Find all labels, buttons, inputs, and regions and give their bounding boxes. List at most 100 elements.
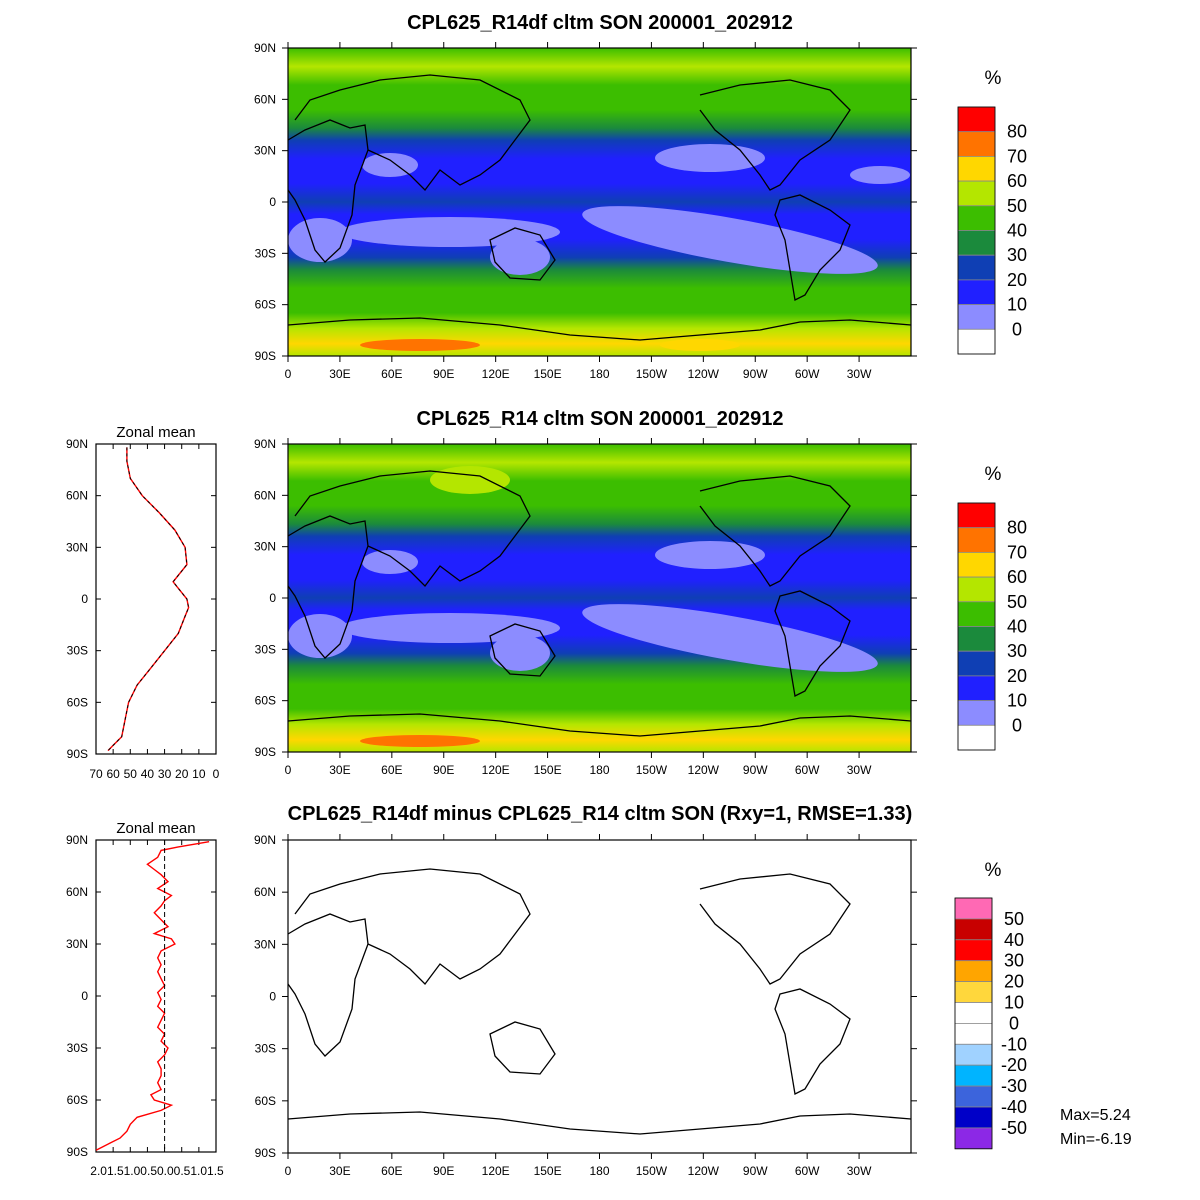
top-lon-label-3: 90E bbox=[433, 367, 454, 381]
bottom-cb-box-4 bbox=[954, 981, 993, 1003]
middle-zonal-lat-label-0: 90N bbox=[66, 437, 88, 451]
bottom-lon-label-2: 60E bbox=[381, 1164, 402, 1178]
bottom-lat-label-0: 90N bbox=[254, 833, 276, 847]
middle-zonal-lat-label-2: 30N bbox=[66, 540, 88, 554]
top-cb-label-7: 10 bbox=[1007, 295, 1027, 315]
middle-lat-label-4: 30S bbox=[255, 642, 276, 656]
top-cb-label-6: 20 bbox=[1007, 270, 1027, 290]
top-cb-box-4 bbox=[957, 205, 996, 231]
middle-zonal-lat-label-3: 0 bbox=[81, 592, 88, 606]
middle-zonal-title: Zonal mean bbox=[116, 424, 195, 441]
top-lat-label-4: 30S bbox=[255, 246, 276, 260]
middle-colorbar: 80 70 60 50 40 30 20 10 0 bbox=[957, 502, 1027, 751]
middle-zonal-x-label-1: 60 bbox=[106, 767, 120, 781]
top-patch-4 bbox=[655, 144, 765, 172]
bottom-lat-label-2: 30N bbox=[254, 937, 276, 951]
top-lon-label-7: 150W bbox=[636, 367, 668, 381]
top-patch-9 bbox=[660, 339, 740, 351]
middle-cb-box-8 bbox=[957, 700, 996, 726]
top-cb-label-3: 50 bbox=[1007, 196, 1027, 216]
top-ticks: 0 30E 60E 90E 120E 150E 180 150W 120W 90W 60W 30W 90… bbox=[254, 41, 917, 381]
bottom-zonal-xticks: 2.01.51.00.50.00.51.01.5 bbox=[90, 1164, 224, 1178]
bottom-cb-box-10 bbox=[954, 1106, 993, 1129]
bottom-cb-box-2 bbox=[954, 939, 993, 962]
stats-max: Max=5.24 bbox=[1060, 1107, 1131, 1124]
top-map-field bbox=[288, 48, 911, 356]
middle-cb-label-2: 60 bbox=[1007, 567, 1027, 587]
bottom-lon-label-11: 30W bbox=[847, 1164, 872, 1178]
middle-zonal-series-1 bbox=[107, 447, 190, 751]
bottom-cb-label-7: -20 bbox=[1001, 1055, 1027, 1075]
middle-zonal-x-label-7: 0 bbox=[213, 767, 220, 781]
bottom-zonal-title: Zonal mean bbox=[116, 820, 195, 837]
bottom-zonal-lat-label-6: 90S bbox=[67, 1145, 88, 1159]
middle-lon-label-11: 30W bbox=[847, 763, 872, 777]
bottom-lat-label-3: 0 bbox=[269, 990, 276, 1004]
bottom-cb-label-3: 20 bbox=[1004, 972, 1024, 992]
bottom-cb-box-8 bbox=[954, 1064, 993, 1087]
bottom-lat-label-5: 60S bbox=[255, 1094, 276, 1108]
top-patch-5 bbox=[362, 153, 418, 177]
top-cb-box-7 bbox=[957, 279, 996, 305]
bottom-cb-box-0 bbox=[954, 897, 993, 920]
middle-patch-5 bbox=[362, 550, 418, 574]
middle-patch-6 bbox=[490, 635, 550, 671]
middle-lon-label-3: 90E bbox=[433, 763, 454, 777]
middle-lat-label-2: 30N bbox=[254, 540, 276, 554]
middle-cb-box-2 bbox=[957, 552, 996, 578]
middle-cb-label-6: 20 bbox=[1007, 666, 1027, 686]
top-cb-box-1 bbox=[957, 131, 996, 157]
middle-cb-label-8: 0 bbox=[1012, 715, 1022, 735]
middle-zonal-lat-label-6: 90S bbox=[67, 747, 88, 761]
top-cb-frame bbox=[957, 106, 996, 355]
middle-zonal-x-label-6: 10 bbox=[192, 767, 206, 781]
bottom-cb-label-10: -50 bbox=[1001, 1118, 1027, 1138]
middle-map bbox=[287, 443, 912, 753]
bottom-cb-frame bbox=[954, 897, 993, 1150]
middle-cb-box-4 bbox=[957, 601, 996, 627]
bottom-map-field bbox=[288, 840, 911, 1153]
top-lon-label-10: 60W bbox=[795, 367, 820, 381]
panel-middle: CPL625_R14 cltm SON 200001_202912 0 30E 60… bbox=[66, 408, 1027, 781]
middle-coastlines bbox=[287, 470, 912, 737]
bottom-lon-label-10: 60W bbox=[795, 1164, 820, 1178]
top-map bbox=[287, 47, 912, 357]
middle-zonal-x-label-0: 70 bbox=[89, 767, 103, 781]
bottom-map bbox=[287, 839, 912, 1154]
middle-lon-label-8: 120W bbox=[688, 763, 720, 777]
middle-lat-label-0: 90N bbox=[254, 437, 276, 451]
top-cb-label-4: 40 bbox=[1007, 221, 1027, 241]
middle-patch-8 bbox=[360, 735, 480, 747]
middle-lat-label-1: 60N bbox=[254, 488, 276, 502]
middle-title: CPL625_R14 cltm SON 200001_202912 bbox=[417, 408, 784, 430]
middle-cb-box-6 bbox=[957, 650, 996, 677]
top-lon-label-8: 120W bbox=[688, 367, 720, 381]
bottom-cb-label-9: -40 bbox=[1001, 1097, 1027, 1117]
bottom-lat-label-1: 60N bbox=[254, 885, 276, 899]
top-lat-label-1: 60N bbox=[254, 92, 276, 106]
top-coastlines bbox=[287, 74, 912, 341]
bottom-lon-label-3: 90E bbox=[433, 1164, 454, 1178]
bottom-zonal-lat-label-5: 60S bbox=[67, 1093, 88, 1107]
bottom-cb-box-6 bbox=[954, 1023, 993, 1045]
bottom-cb-label-4: 10 bbox=[1004, 993, 1024, 1013]
top-cb-label-2: 60 bbox=[1007, 171, 1027, 191]
top-cb-box-5 bbox=[957, 230, 996, 256]
middle-lat-label-5: 60S bbox=[255, 694, 276, 708]
top-lon-label-11: 30W bbox=[847, 367, 872, 381]
bottom-title: CPL625_R14df minus CPL625_R14 cltm SON (… bbox=[288, 803, 913, 825]
middle-cb-box-7 bbox=[957, 675, 996, 702]
bottom-lon-label-7: 150W bbox=[636, 1164, 668, 1178]
middle-cb-label-4: 40 bbox=[1007, 617, 1027, 637]
bottom-cb-box-1 bbox=[954, 918, 993, 941]
top-patch-8 bbox=[360, 339, 480, 351]
top-lat-label-3: 0 bbox=[269, 195, 276, 209]
bottom-cb-box-7 bbox=[954, 1043, 993, 1066]
bottom-units: % bbox=[985, 860, 1002, 881]
top-cb-box-0 bbox=[957, 106, 996, 133]
middle-patch-7 bbox=[430, 466, 510, 494]
middle-zonal-x-label-3: 40 bbox=[141, 767, 155, 781]
bottom-cb-label-5: 0 bbox=[1009, 1013, 1019, 1033]
